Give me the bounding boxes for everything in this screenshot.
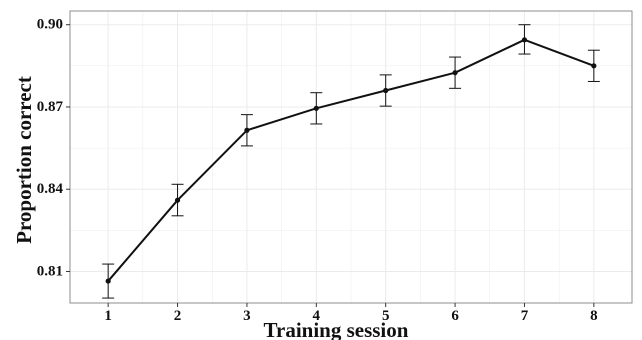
x-axis-title: Training session <box>264 318 409 340</box>
y-tick-label-2: 0.84 <box>37 181 64 197</box>
plot-frame <box>69 10 633 304</box>
x-tick-label-2: 2 <box>174 308 182 324</box>
data-point-7 <box>521 37 528 43</box>
grid <box>70 11 632 303</box>
y-tick-label-3: 0.87 <box>37 99 64 115</box>
data-point-5 <box>383 87 389 94</box>
data-point-3 <box>244 127 250 133</box>
axis-layer: 0.81 0.84 0.87 0.90 1 2 3 4 5 6 7 8 <box>37 17 598 324</box>
x-tick-label-7: 7 <box>521 308 529 324</box>
x-tick-label-6: 6 <box>451 308 459 324</box>
x-tick-label-5: 5 <box>382 308 390 324</box>
x-tick-label-4: 4 <box>313 308 321 324</box>
data-point-2 <box>174 197 181 203</box>
data-point-1 <box>105 278 111 284</box>
y-tick-label-1: 0.81 <box>37 263 63 279</box>
data-point-4 <box>313 105 319 111</box>
data-point-6 <box>452 70 458 76</box>
x-tick-label-8: 8 <box>590 308 598 324</box>
data-point-8 <box>591 63 597 69</box>
series-line-1 <box>107 38 595 282</box>
x-tick-label-3: 3 <box>243 308 251 324</box>
y-tick-label-4: 0.90 <box>37 17 63 33</box>
x-tick-label-1: 1 <box>104 308 112 324</box>
y-axis-title: Proportion correct <box>12 76 36 244</box>
series-layer <box>102 24 600 299</box>
